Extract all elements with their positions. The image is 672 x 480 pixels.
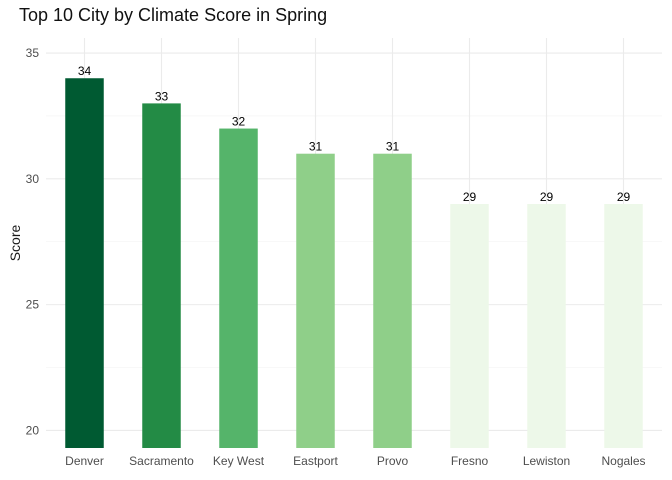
bar-value-label: 29 [463, 190, 477, 204]
y-tick-label: 30 [26, 172, 40, 186]
x-tick-label: Nogales [601, 454, 645, 468]
y-tick-label: 20 [26, 423, 40, 437]
bar [527, 204, 566, 448]
y-axis-label: Score [7, 225, 23, 262]
bar [142, 103, 181, 448]
y-tick-label: 25 [26, 298, 40, 312]
x-tick-label: Fresno [451, 454, 489, 468]
axis-layer: 20 25 30 35 Denver Sacramento Key West Eastport… [7, 46, 646, 468]
bar [604, 204, 643, 448]
bar-value-label: 29 [617, 190, 631, 204]
bar [219, 128, 258, 448]
bar [65, 78, 104, 449]
bar-layer [65, 78, 643, 449]
x-tick-label: Eastport [293, 454, 338, 468]
x-tick-label: Lewiston [523, 454, 570, 468]
x-tick-label: Key West [213, 454, 265, 468]
bar [296, 153, 335, 449]
bar-value-label: 29 [540, 190, 554, 204]
bar [373, 153, 412, 449]
bar-value-label: 31 [309, 140, 323, 154]
bar-value-label: 33 [155, 89, 169, 103]
chart-title: Top 10 City by Climate Score in Spring [19, 5, 328, 25]
label-layer: 34 33 32 31 31 29 29 29 [78, 64, 631, 204]
bar-value-label: 31 [386, 140, 400, 154]
bar-value-label: 34 [78, 64, 92, 78]
x-tick-label: Provo [377, 454, 409, 468]
grid-layer [46, 38, 662, 448]
bar-value-label: 32 [232, 115, 246, 129]
x-tick-label: Sacramento [129, 454, 194, 468]
y-tick-label: 35 [26, 46, 40, 60]
x-tick-label: Denver [65, 454, 104, 468]
bar [450, 204, 489, 448]
